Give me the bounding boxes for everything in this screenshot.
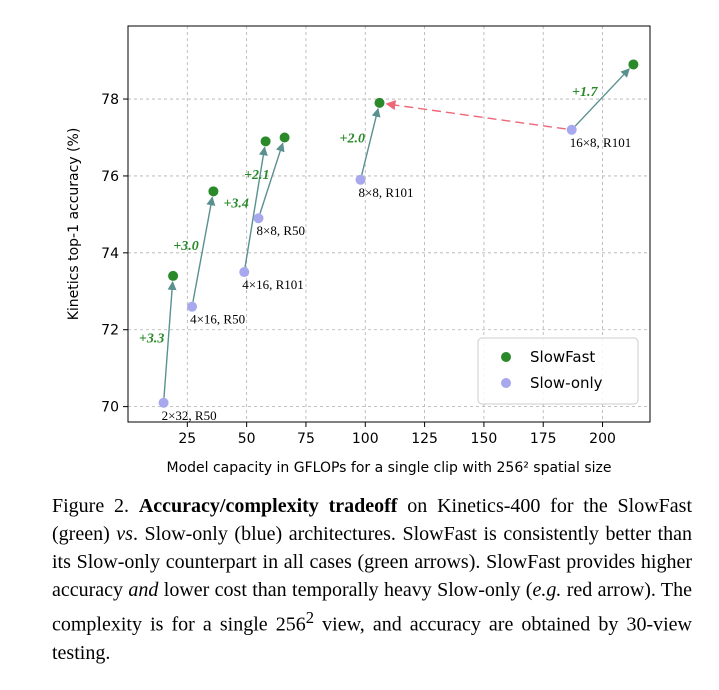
legend-label-slowonly: Slow-only (530, 374, 603, 392)
gain-label: +2.0 (340, 131, 365, 146)
legend: SlowFast Slow-only (477, 337, 639, 405)
accuracy-complexity-chart: 25 50 75 100 125 150 175 200 70 72 74 76 78 +3.3 +3.0… (66, 25, 651, 476)
caption-vs: vs (116, 523, 133, 545)
slowfast-point (279, 132, 290, 143)
axis-ticks: 25 50 75 100 125 150 175 200 70 72 74 76 78 (101, 92, 616, 447)
legend-marker-slowfast (501, 352, 511, 362)
gain-arrow (361, 107, 381, 176)
y-axis-label: Kinetics top-1 accuracy (%) (66, 128, 82, 321)
gain-label: +3.0 (173, 239, 198, 254)
gain-label: +1.7 (572, 85, 598, 100)
caption-bold-title: Accuracy/complexity tradeoff (138, 495, 398, 517)
slowfast-point (374, 97, 385, 108)
gain-arrow (244, 146, 268, 268)
x-tick-label: 200 (589, 431, 616, 447)
figure-caption: Figure 2. Accuracy/complexity tradeoff o… (52, 492, 692, 667)
slowonly-point (566, 124, 577, 135)
x-tick-label: 75 (297, 431, 315, 447)
slowonly-point-label: 8×8, R50 (257, 223, 306, 238)
legend-marker-slowonly (501, 378, 511, 388)
caption-superscript: 2 (305, 608, 315, 627)
y-tick-label: 70 (101, 400, 119, 416)
y-tick-label: 74 (101, 246, 119, 262)
caption-text-3: lower cost than temporally heavy Slow-on… (163, 579, 533, 601)
slowonly-point (253, 213, 264, 224)
slowonly-point-label: 4×16, R50 (190, 312, 245, 327)
gain-label: +3.3 (139, 331, 164, 346)
red-dashed-arrow (385, 100, 566, 130)
slowonly-point-label: 4×16, R101 (242, 277, 304, 292)
x-tick-label: 150 (471, 431, 498, 447)
gain-arrow (163, 280, 177, 398)
point-labels: +3.3 +3.0 +3.4 +2.1 +2.0 +1.7 2×32, R50 4×16, R… (139, 85, 631, 423)
legend-label-slowfast: SlowFast (530, 348, 595, 366)
slowfast-point (260, 136, 271, 147)
slowonly-point (187, 301, 198, 312)
gain-arrows (163, 68, 630, 398)
slowonly-point (239, 267, 250, 278)
slowonly-point-label: 8×8, R101 (359, 185, 414, 200)
plot-frame (127, 25, 651, 423)
data-points (158, 59, 639, 408)
caption-prefix: Figure 2. (52, 495, 130, 517)
x-tick-label: 175 (530, 431, 557, 447)
slowfast-point (168, 270, 179, 281)
gain-arrow (574, 68, 630, 127)
x-tick-label: 50 (238, 431, 256, 447)
caption-text-1: on Kinetics-400 for the SlowFast (green) (52, 495, 693, 545)
y-tick-label: 78 (101, 92, 119, 108)
slowfast-point (628, 59, 639, 70)
grid-lines (128, 26, 650, 422)
legend-box (477, 337, 639, 405)
caption-and: and (128, 579, 159, 601)
y-tick-label: 72 (101, 323, 119, 339)
y-tick-label: 76 (101, 169, 119, 185)
caption-text-2: . Slow-only (blue) architectures. SlowFa… (52, 523, 693, 601)
gain-label: +2.1 (244, 168, 269, 183)
slowonly-point (158, 397, 169, 408)
slowonly-point (355, 174, 366, 185)
caption-text-5: view, and accuracy are obtained by 30-vi… (52, 613, 692, 664)
x-axis-label: Model capacity in GFLOPs for a single cl… (167, 460, 612, 476)
x-tick-label: 100 (352, 431, 379, 447)
caption-text-4: red arrow). The complexity is for a sing… (52, 579, 693, 636)
x-tick-label: 25 (178, 431, 196, 447)
slowonly-point-label: 2×32, R50 (162, 408, 217, 423)
slowonly-point-label: 16×8, R101 (570, 135, 632, 150)
gain-arrow (259, 142, 285, 214)
slowfast-point (208, 186, 219, 197)
caption-eg: e.g. (532, 579, 562, 601)
x-tick-label: 125 (411, 431, 438, 447)
gain-label: +3.4 (223, 197, 248, 212)
gain-arrow (192, 196, 216, 302)
